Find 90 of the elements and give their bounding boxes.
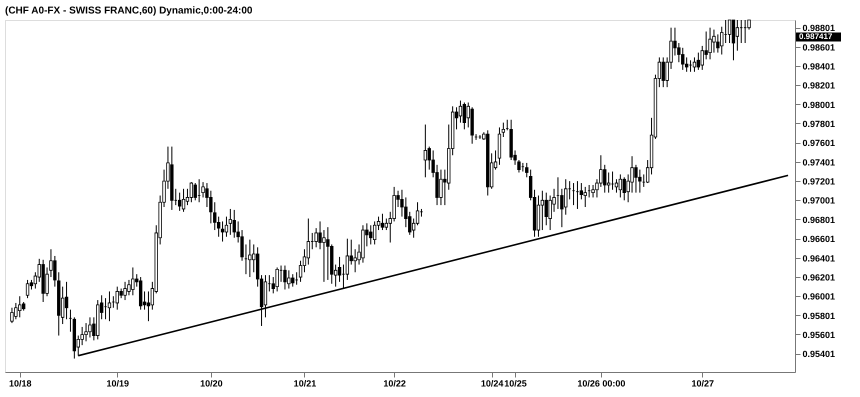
- candlestick: [240, 230, 244, 262]
- candlestick: [716, 34, 720, 54]
- candlestick: [458, 100, 462, 124]
- x-tick-label: 10/25: [504, 378, 527, 388]
- candlestick: [544, 192, 548, 226]
- candlestick: [220, 220, 224, 242]
- y-tick-label: 0.97401: [802, 157, 836, 168]
- chart-title: (CHF A0-FX - SWISS FRANC,60) Dynamic,0:00-24:00: [5, 6, 253, 16]
- candlestick: [182, 188, 186, 212]
- candlestick: [178, 192, 182, 212]
- y-tick-label: 0.96801: [802, 214, 836, 225]
- candlestick: [462, 102, 466, 130]
- candlestick: [45, 266, 49, 297]
- candlestick: [275, 266, 279, 292]
- candlestick: [201, 182, 205, 198]
- candlestick: [424, 124, 428, 178]
- candlestick: [127, 279, 131, 296]
- candlestick: [606, 172, 610, 194]
- candlestick: [369, 224, 372, 245]
- candlestick: [131, 266, 135, 296]
- candlestick: [10, 307, 14, 324]
- y-tick-label: 0.96401: [802, 253, 836, 264]
- y-tick-label: 0.97601: [802, 138, 836, 148]
- candlestick: [264, 274, 268, 318]
- candlestick: [88, 316, 92, 338]
- candlestick: [439, 169, 443, 206]
- candlestick: [622, 176, 626, 201]
- y-tick-label: 0.98001: [802, 100, 836, 110]
- candlestick: [291, 274, 294, 288]
- candlestick: [232, 209, 236, 238]
- y-tick-label: 0.96001: [802, 292, 836, 302]
- x-tick-label: 10/19: [106, 378, 130, 388]
- candlestick: [372, 220, 376, 245]
- candlestick: [116, 286, 119, 310]
- candlestick: [614, 178, 618, 194]
- candlestick: [517, 160, 521, 173]
- candlestick: [298, 260, 302, 282]
- candlestick: [326, 226, 330, 280]
- y-tick-label: 0.98801: [802, 23, 836, 34]
- y-tick-label: 0.96601: [802, 234, 836, 244]
- y-tick-label: 0.98201: [802, 80, 836, 91]
- y-tick-label: 0.97801: [802, 118, 836, 129]
- y-tick-label: 0.95601: [802, 330, 836, 340]
- candlestick: [287, 270, 291, 290]
- candlestick: [692, 56, 696, 72]
- candlestick: [322, 230, 326, 282]
- candlestick: [712, 29, 716, 54]
- candlestick: [205, 182, 209, 208]
- candlestick: [747, 20, 751, 30]
- candlestick: [18, 296, 22, 318]
- candlestick: [400, 189, 404, 218]
- x-tick-label: 10/24: [480, 378, 504, 388]
- y-tick-label: 0.96201: [802, 272, 836, 282]
- candlestick: [736, 20, 740, 52]
- candlestick: [696, 52, 700, 70]
- candlestick: [194, 182, 197, 201]
- candlestick: [224, 216, 228, 238]
- y-tick-label: 0.95801: [802, 310, 836, 321]
- y-tick-label: 0.98401: [802, 61, 836, 72]
- candlestick: [190, 182, 194, 203]
- candlestick: [662, 56, 665, 88]
- x-tick-label: 10/21: [294, 378, 316, 388]
- candlestick: [318, 220, 322, 250]
- text: 0.987417: [799, 32, 833, 41]
- y-tick-label: 0.95401: [802, 349, 836, 360]
- candlestick: [314, 228, 318, 248]
- y-tick-label: 0.97001: [802, 196, 836, 206]
- candlestick: [681, 47, 684, 70]
- y-tick-label: 0.98601: [802, 42, 836, 52]
- candlestick: [248, 239, 252, 278]
- candlestick: [384, 218, 388, 231]
- candlestick: [638, 169, 642, 194]
- candlestick: [498, 126, 502, 166]
- candlestick: [353, 248, 357, 273]
- x-tick-label: 10/26 00:00: [577, 378, 626, 388]
- candlestick: [732, 20, 736, 61]
- candlestick: [618, 174, 622, 198]
- x-tick-label: 10/22: [383, 378, 406, 388]
- candlestick: [228, 208, 232, 236]
- candlestick: [108, 290, 112, 322]
- candlestick: [584, 186, 587, 208]
- candlestick: [728, 20, 732, 44]
- y-tick-label: 0.97201: [802, 176, 836, 187]
- x-tick-label: 10/18: [8, 378, 32, 388]
- candlestick: [14, 302, 18, 320]
- x-tick-label: 10/20: [200, 378, 223, 388]
- candlestick: [338, 256, 342, 282]
- candlestick: [380, 213, 384, 231]
- candlestick: [123, 281, 127, 301]
- x-tick-label: 10/27: [691, 378, 714, 388]
